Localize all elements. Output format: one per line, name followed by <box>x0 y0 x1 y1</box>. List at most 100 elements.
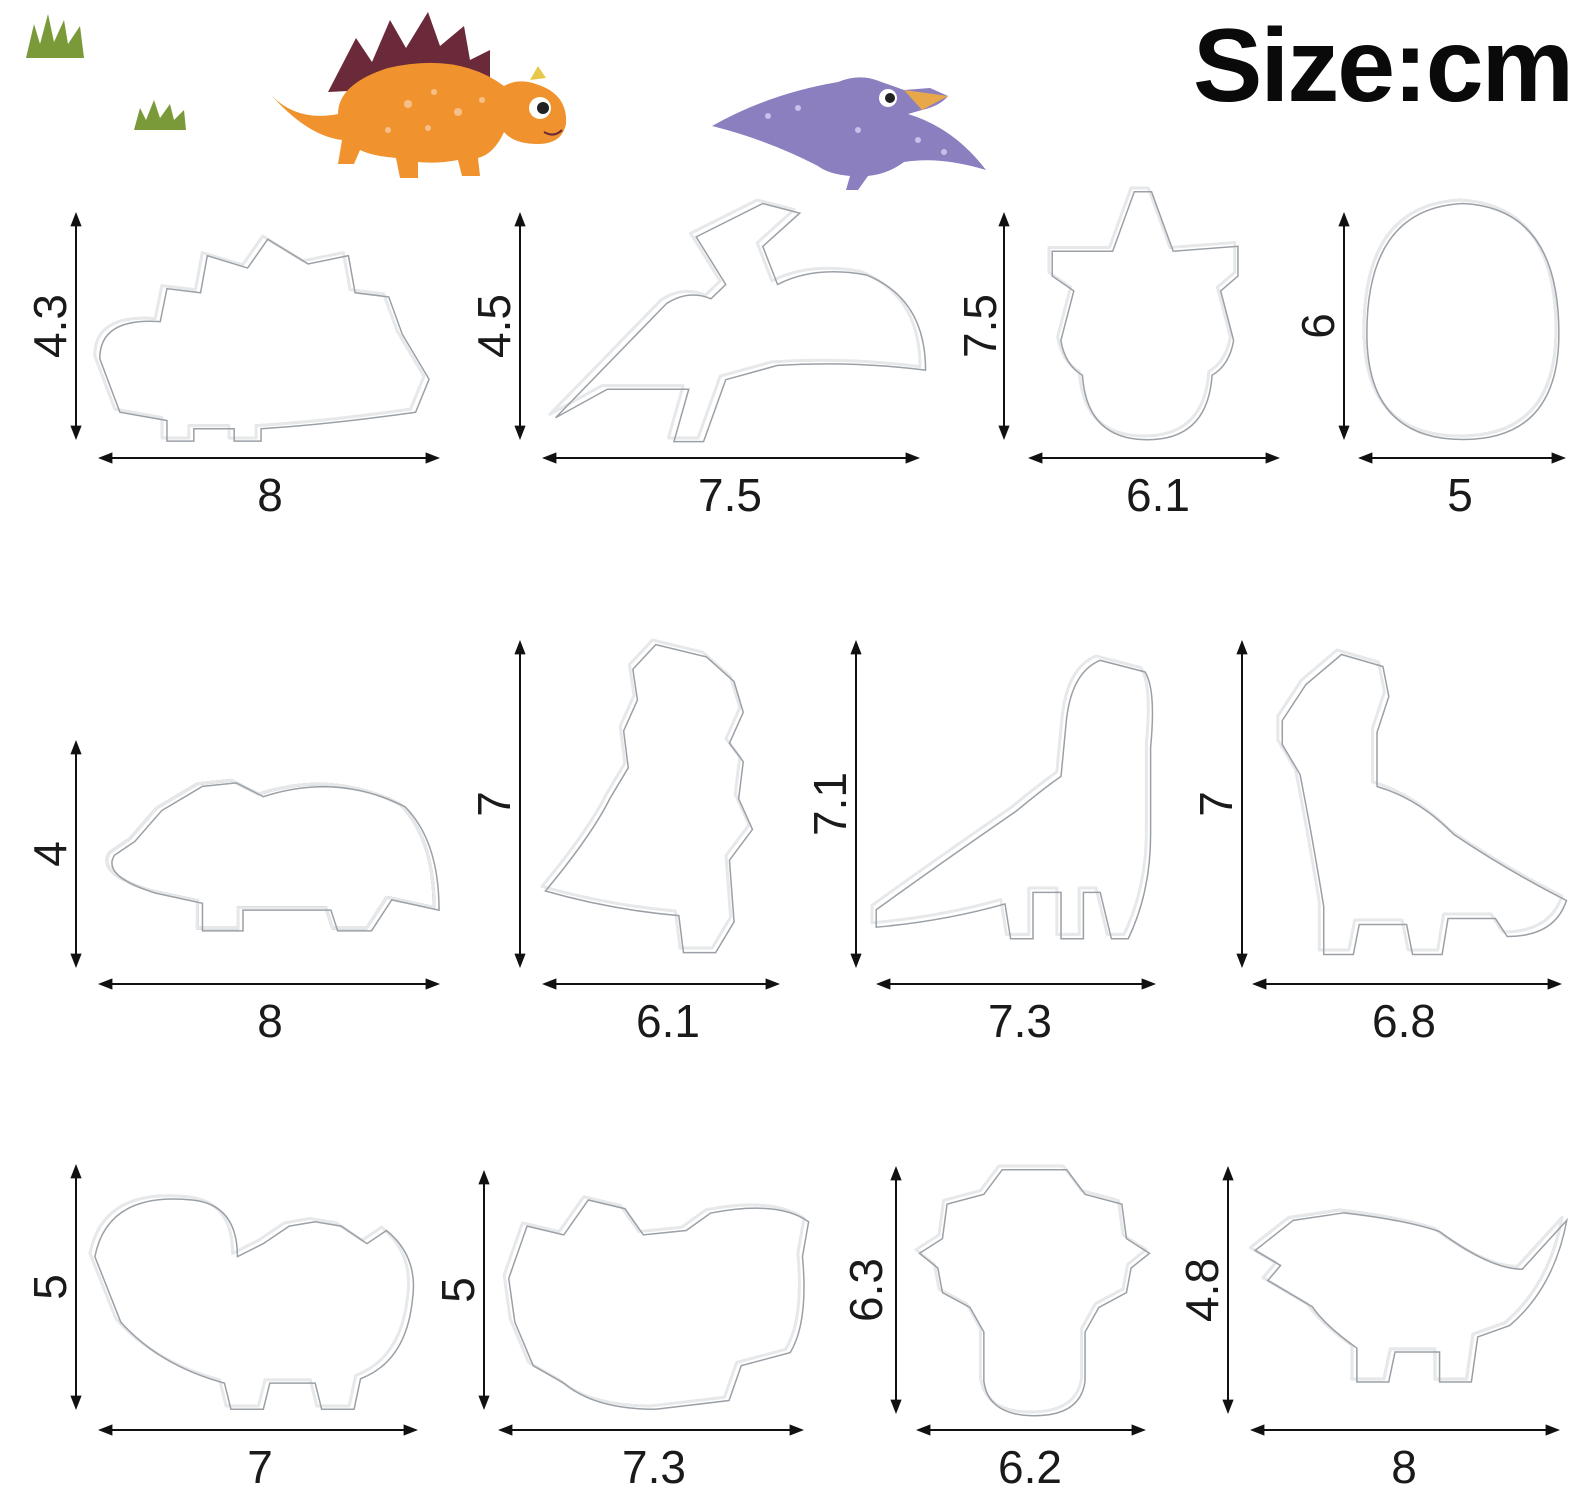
arrow-right-icon <box>1547 978 1562 990</box>
grass-icon <box>134 100 186 130</box>
pterodactyl-cutter-outline <box>550 200 926 442</box>
ankylosaurus-cutter-outline <box>504 1197 808 1410</box>
height-label: 7 <box>1190 791 1242 817</box>
arrow-up-icon <box>1338 212 1350 227</box>
grass-icon <box>26 14 84 58</box>
arrow-right-icon <box>1545 1424 1560 1436</box>
arrow-left-icon <box>542 452 557 464</box>
height-label: 7.1 <box>804 772 856 836</box>
arrow-up-icon <box>1222 1166 1234 1181</box>
arrow-down-icon <box>70 1395 82 1410</box>
raptor-cutter-outline <box>1250 1210 1566 1382</box>
width-label: 6.8 <box>1372 995 1436 1047</box>
arrow-down-icon <box>1338 425 1350 440</box>
arrow-down-icon <box>850 953 862 968</box>
arrow-right-icon <box>905 452 920 464</box>
height-label: 7.5 <box>954 294 1006 358</box>
height-label: 4.3 <box>24 294 76 358</box>
arrow-right-icon <box>789 1424 804 1436</box>
width-label: 6.2 <box>998 1441 1062 1493</box>
arrow-up-icon <box>514 640 526 655</box>
arrow-right-icon <box>765 978 780 990</box>
arrow-right-icon <box>1131 1424 1146 1436</box>
arrow-up-icon <box>478 1170 490 1185</box>
height-label: 4.5 <box>468 294 520 358</box>
arrow-left-icon <box>876 978 891 990</box>
arrow-right-icon <box>403 1424 418 1436</box>
long-neck-dinosaur-cutter-outline <box>1278 650 1567 955</box>
cookie-cutter-egg <box>1338 200 1566 464</box>
arrow-up-icon <box>850 640 862 655</box>
cookie-cutter-spiky-dinosaur <box>70 1164 418 1436</box>
width-label: 7.3 <box>622 1441 686 1493</box>
arrow-down-icon <box>70 953 82 968</box>
arrow-up-icon <box>514 212 526 227</box>
arrow-up-icon <box>70 212 82 227</box>
arrow-down-icon <box>514 425 526 440</box>
arrow-left-icon <box>1250 1424 1265 1436</box>
arrow-up-icon <box>1236 640 1248 655</box>
cookie-cutter-t-rex <box>514 640 780 990</box>
arrow-left-icon <box>1252 978 1267 990</box>
height-label: 4 <box>24 841 76 867</box>
width-label: 5 <box>1447 469 1473 521</box>
cookie-cutter-triceratops <box>70 740 440 990</box>
arrow-up-icon <box>890 1166 902 1181</box>
egg-cutter-outline <box>1364 200 1559 440</box>
dinosaur-foot-cutter-outline <box>1049 188 1238 440</box>
stegosaurus-illustration <box>272 12 567 178</box>
cookie-cutter-ankylosaurus <box>478 1170 808 1436</box>
pterodactyl-illustration <box>712 77 986 190</box>
width-label: 6.1 <box>1126 469 1190 521</box>
arrow-down-icon <box>998 425 1010 440</box>
spiky-dinosaur-cutter-outline <box>90 1196 413 1410</box>
width-label: 7.5 <box>698 469 762 521</box>
cookie-cutter-brachiosaurus <box>850 640 1156 990</box>
brachiosaurus-cutter-outline <box>872 656 1152 939</box>
cookie-cutter-dinosaur-footprint <box>890 1166 1149 1436</box>
arrow-up-icon <box>998 212 1010 227</box>
arrow-up-icon <box>70 1164 82 1179</box>
width-label: 8 <box>257 995 283 1047</box>
arrow-right-icon <box>1265 452 1280 464</box>
arrow-left-icon <box>98 1424 113 1436</box>
arrow-down-icon <box>1236 953 1248 968</box>
t-rex-cutter-outline <box>542 640 752 953</box>
width-label: 6.1 <box>636 995 700 1047</box>
width-label: 8 <box>257 469 283 521</box>
height-label: 5 <box>432 1277 484 1303</box>
arrow-down-icon <box>514 953 526 968</box>
arrow-right-icon <box>1551 452 1566 464</box>
arrow-down-icon <box>890 1399 902 1414</box>
arrow-right-icon <box>425 452 440 464</box>
height-label: 6 <box>1292 313 1344 339</box>
arrow-left-icon <box>1358 452 1373 464</box>
width-label: 8 <box>1391 1441 1417 1493</box>
arrow-left-icon <box>98 978 113 990</box>
arrow-left-icon <box>542 978 557 990</box>
stegosaurus-cutter-outline <box>95 236 429 441</box>
cookie-cutter-raptor <box>1222 1166 1566 1436</box>
arrow-right-icon <box>425 978 440 990</box>
height-label: 7 <box>468 791 520 817</box>
height-label: 6.3 <box>840 1258 892 1322</box>
arrow-down-icon <box>1222 1399 1234 1414</box>
cookie-cutter-pterodactyl <box>514 200 925 464</box>
dinosaur-footprint-cutter-outline <box>916 1166 1149 1416</box>
cookie-cutter-dinosaur-foot <box>998 188 1280 464</box>
arrow-left-icon <box>98 452 113 464</box>
triceratops-cutter-outline <box>107 780 439 931</box>
width-label: 7.3 <box>988 995 1052 1047</box>
height-label: 4.8 <box>1176 1258 1228 1322</box>
height-label: 5 <box>24 1274 76 1300</box>
size-unit-title: Size:cm <box>1192 8 1574 124</box>
arrow-left-icon <box>1028 452 1043 464</box>
arrow-down-icon <box>478 1395 490 1410</box>
cookie-cutter-stegosaurus <box>70 212 440 464</box>
arrow-up-icon <box>70 740 82 755</box>
arrow-down-icon <box>70 425 82 440</box>
cookie-cutter-long-neck-dinosaur <box>1236 640 1566 990</box>
arrow-left-icon <box>498 1424 513 1436</box>
arrow-right-icon <box>1141 978 1156 990</box>
